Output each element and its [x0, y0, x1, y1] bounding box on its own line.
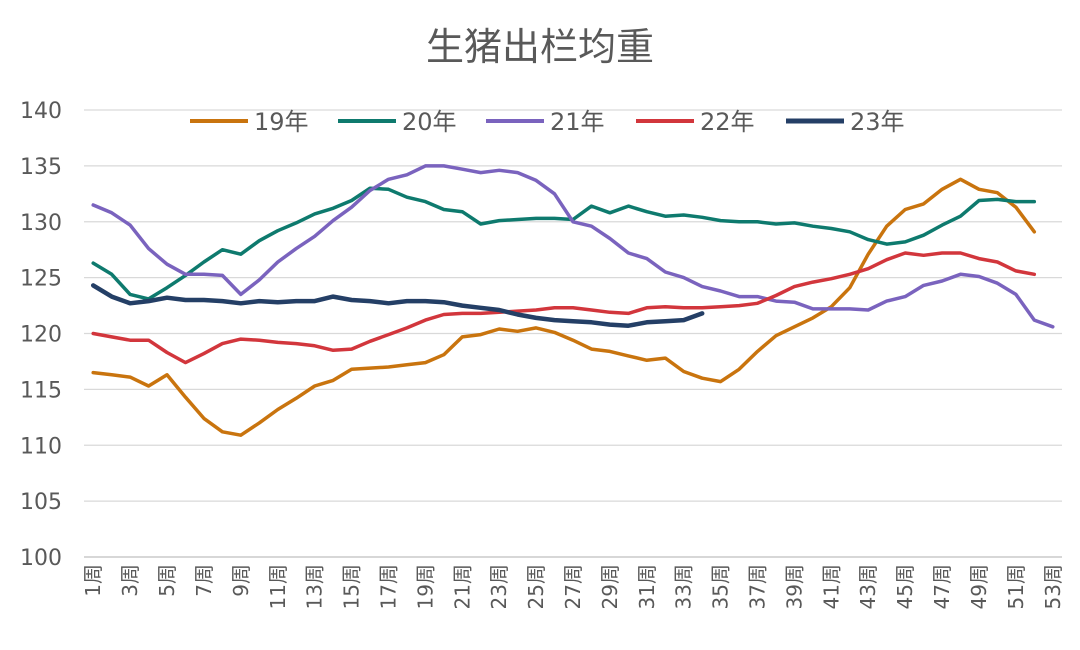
legend-label: 19年 — [254, 108, 309, 136]
y-axis: 100 105 110 115 120 125 130 135 140 — [20, 99, 62, 571]
x-tick-label: 41周 — [819, 564, 843, 609]
x-tick-label: 13周 — [303, 564, 327, 609]
x-tick-label: 17周 — [376, 564, 400, 609]
x-tick-label: 11周 — [266, 564, 290, 609]
x-tick-label: 45周 — [893, 564, 917, 609]
x-tick-label: 31周 — [635, 564, 659, 609]
x-tick-label: 25周 — [524, 564, 548, 609]
y-tick-label: 120 — [20, 323, 62, 348]
series-line-23年 — [90, 283, 705, 328]
y-tick-label: 135 — [20, 155, 62, 180]
y-tick-label: 115 — [20, 378, 62, 403]
x-tick-label: 15周 — [340, 564, 364, 609]
legend: 19年 20年 21年 22年 23年 — [190, 108, 905, 136]
series-line-20年 — [91, 186, 1037, 301]
x-tick-label: 5周 — [155, 564, 179, 597]
x-tick-label: 33周 — [672, 564, 696, 609]
x-axis: 1周 3周 5周 7周 9周 11周 13周 15周 17周 19周 21周 23周 25周 27周 29周… — [81, 564, 1065, 609]
x-tick-label: 35周 — [709, 564, 733, 609]
x-tick-label: 47周 — [930, 564, 954, 609]
x-tick-label: 37周 — [746, 564, 770, 609]
legend-label: 20年 — [402, 108, 457, 136]
x-tick-label: 23周 — [487, 564, 511, 609]
x-tick-label: 3周 — [118, 564, 142, 597]
series-lines — [90, 164, 1055, 437]
x-tick-label: 9周 — [229, 564, 253, 597]
x-tick-label: 29周 — [598, 564, 622, 609]
x-tick-label: 27周 — [561, 564, 585, 609]
series-line-22年 — [91, 251, 1037, 365]
y-tick-label: 105 — [20, 490, 62, 515]
x-tick-label: 21周 — [450, 564, 474, 609]
chart-title: 生猪出栏均重 — [426, 25, 654, 69]
x-tick-label: 49周 — [967, 564, 991, 609]
x-tick-label: 1周 — [81, 564, 105, 597]
x-tick-label: 39周 — [782, 564, 806, 609]
x-tick-label: 19周 — [413, 564, 437, 609]
series-line-21年 — [91, 164, 1055, 329]
legend-label: 21年 — [550, 108, 605, 136]
y-tick-label: 100 — [20, 546, 62, 571]
y-tick-label: 125 — [20, 267, 62, 292]
y-tick-label: 130 — [20, 211, 62, 236]
x-tick-label: 7周 — [192, 564, 216, 597]
y-tick-label: 110 — [20, 434, 62, 459]
gridlines — [84, 109, 1062, 558]
x-tick-label: 43周 — [856, 564, 880, 609]
x-tick-label: 51周 — [1004, 564, 1028, 609]
legend-label: 22年 — [700, 108, 755, 136]
y-tick-label: 140 — [20, 99, 62, 124]
x-tick-label: 53周 — [1041, 564, 1065, 609]
legend-label: 23年 — [850, 108, 905, 136]
